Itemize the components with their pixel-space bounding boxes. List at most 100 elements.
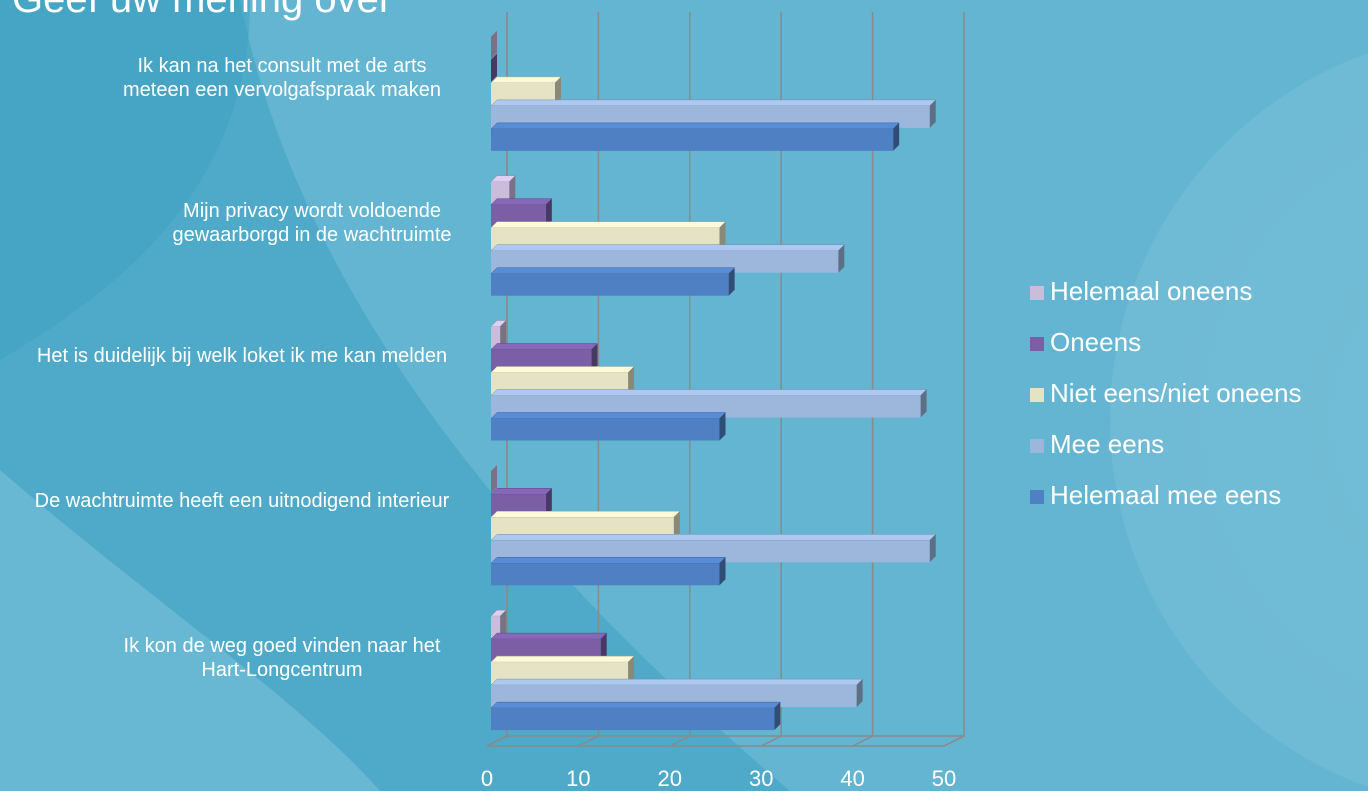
bar-top bbox=[490, 488, 553, 495]
x-tick-label: 20 bbox=[658, 766, 682, 791]
bar-top bbox=[490, 343, 599, 350]
bar-side bbox=[554, 76, 561, 105]
bar bbox=[490, 389, 928, 418]
bar bbox=[490, 511, 681, 540]
bar bbox=[490, 267, 736, 296]
x-tick-label: 40 bbox=[840, 766, 864, 791]
bar-front bbox=[491, 181, 510, 204]
bar bbox=[490, 198, 553, 227]
bar-front bbox=[491, 395, 921, 418]
y-tick-label: De wachtruimte heeft een uitnodigend int… bbox=[34, 489, 450, 512]
bar-top bbox=[490, 701, 781, 709]
bar-front bbox=[491, 685, 857, 708]
bar-top bbox=[490, 655, 635, 663]
bar-top bbox=[490, 267, 736, 274]
y-tick-label: Ik kan na het consult met de arts meteen… bbox=[123, 55, 441, 102]
bar bbox=[490, 175, 516, 204]
bar-side bbox=[545, 198, 552, 227]
bar-front bbox=[491, 494, 546, 517]
bar bbox=[490, 244, 845, 273]
bar bbox=[490, 632, 608, 662]
bar bbox=[490, 320, 507, 349]
bar-front bbox=[491, 227, 720, 250]
bar-top bbox=[490, 366, 635, 373]
bar bbox=[490, 122, 900, 151]
bar bbox=[490, 701, 781, 731]
bar-top bbox=[490, 511, 681, 518]
bar-side bbox=[838, 244, 845, 273]
bar-front bbox=[491, 250, 839, 273]
bar-front bbox=[491, 82, 555, 105]
bar-side bbox=[600, 633, 607, 662]
bar bbox=[490, 488, 553, 517]
bar bbox=[490, 465, 498, 494]
bar-front bbox=[491, 563, 720, 586]
bar-front bbox=[491, 273, 729, 296]
bar-side bbox=[719, 412, 726, 441]
bar-top bbox=[490, 632, 608, 640]
bar-side bbox=[929, 99, 936, 128]
x-tick-label: 10 bbox=[566, 766, 590, 791]
y-tick-label: Ik kon de weg goed vinden naar het Hart-… bbox=[123, 634, 441, 681]
grid-line bbox=[943, 12, 965, 747]
bar bbox=[490, 609, 507, 639]
legend-swatch bbox=[1030, 337, 1044, 351]
bar-front bbox=[491, 105, 930, 128]
chart-title: Geef uw mening over bbox=[12, 0, 392, 21]
bar-front bbox=[491, 639, 601, 662]
bar-top bbox=[490, 557, 727, 564]
bar bbox=[490, 534, 937, 563]
bar-top bbox=[490, 198, 553, 205]
bar-top bbox=[490, 221, 727, 228]
x-tick-label: 30 bbox=[749, 766, 773, 791]
legend-label: Helemaal oneens bbox=[1050, 276, 1252, 306]
bar-side bbox=[491, 30, 497, 59]
bar bbox=[490, 366, 635, 395]
legend-label: Oneens bbox=[1050, 327, 1141, 357]
y-tick-label: Mijn privacy wordt voldoende gewaarborgd… bbox=[172, 200, 452, 247]
bar-side bbox=[719, 557, 726, 586]
bar-front bbox=[491, 128, 894, 151]
bar-front bbox=[491, 540, 930, 563]
bar-front bbox=[491, 372, 629, 395]
legend-label: Niet eens/niet oneens bbox=[1050, 378, 1302, 408]
legend-label: Mee eens bbox=[1050, 429, 1164, 459]
axis-floor bbox=[487, 735, 965, 747]
bar-front bbox=[491, 349, 592, 372]
bar-front bbox=[491, 418, 720, 441]
bar bbox=[490, 678, 864, 708]
bar-top bbox=[490, 534, 937, 541]
legend-swatch bbox=[1030, 439, 1044, 453]
bar-side bbox=[719, 221, 726, 250]
bar-front bbox=[491, 708, 775, 731]
bar-front bbox=[491, 662, 629, 685]
bar bbox=[490, 99, 937, 128]
bar bbox=[490, 30, 498, 59]
bar-top bbox=[490, 244, 845, 251]
x-tick-label: 0 bbox=[481, 766, 493, 791]
bar-side bbox=[500, 320, 507, 349]
legend-swatch bbox=[1030, 286, 1044, 300]
bar-side bbox=[500, 610, 507, 639]
bar-side bbox=[728, 267, 735, 296]
bar-top bbox=[490, 389, 928, 396]
bar bbox=[490, 53, 498, 82]
bar-top bbox=[490, 76, 562, 84]
legend-label: Helemaal mee eens bbox=[1050, 480, 1281, 510]
bar-side bbox=[545, 488, 552, 517]
bar-side bbox=[774, 702, 781, 731]
bar-side bbox=[628, 656, 635, 685]
bar bbox=[490, 221, 727, 250]
bar-side bbox=[929, 534, 936, 563]
bar-top bbox=[490, 122, 900, 130]
bar bbox=[490, 343, 599, 372]
bar-side bbox=[491, 465, 497, 494]
bar-side bbox=[856, 679, 863, 708]
legend-swatch bbox=[1030, 388, 1044, 402]
bar bbox=[490, 412, 727, 441]
bar-front bbox=[491, 517, 674, 540]
legend-swatch bbox=[1030, 490, 1044, 504]
bar-side bbox=[920, 389, 927, 418]
grid-line bbox=[852, 12, 874, 747]
